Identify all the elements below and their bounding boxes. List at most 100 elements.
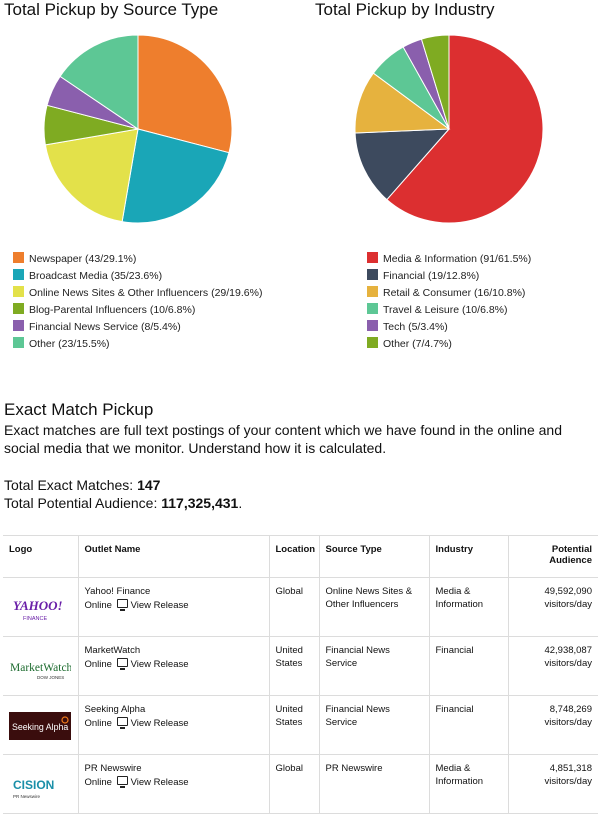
legend-label: Tech (5/3.4%) bbox=[383, 321, 448, 333]
logo-wordmark: CISION bbox=[13, 778, 54, 792]
logo-wordmark: Seeking Alpha bbox=[12, 722, 68, 732]
online-label: Online bbox=[84, 599, 112, 611]
pie-slice-newspaper bbox=[137, 34, 233, 154]
yahoo-finance-logo: YAHOO! FINANCE bbox=[13, 598, 63, 622]
legend-item: Retail & Consumer (16/10.8%) bbox=[367, 285, 531, 302]
legend-item: Tech (5/3.4%) bbox=[367, 319, 531, 336]
legend-item: Newspaper (43/29.1%) bbox=[13, 251, 262, 268]
view-release-link[interactable]: View Release bbox=[130, 658, 189, 670]
legend-item: Media & Information (91/61.5%) bbox=[367, 251, 531, 268]
location-cell: United States bbox=[268, 636, 320, 696]
total-audience-label: Total Potential Audience: bbox=[4, 495, 162, 511]
monitor-icon bbox=[116, 657, 128, 670]
table-row: MarketWatch DOW JONES MarketWatch Online… bbox=[3, 636, 598, 696]
view-release-link[interactable]: View Release bbox=[130, 717, 189, 729]
total-audience: Total Potential Audience: 117,325,431. bbox=[4, 494, 242, 512]
industry-cell: Media & Information bbox=[428, 577, 509, 637]
legend-label: Financial (19/12.8%) bbox=[383, 270, 480, 282]
legend-swatch bbox=[367, 303, 378, 314]
industry-legend: Media & Information (91/61.5%) Financial… bbox=[367, 251, 531, 353]
legend-swatch bbox=[13, 252, 24, 263]
legend-swatch bbox=[13, 286, 24, 297]
industry-cell: Media & Information bbox=[428, 754, 509, 814]
header-outlet: Outlet Name bbox=[77, 535, 270, 578]
table-header-row: Logo Outlet Name Location Source Type In… bbox=[3, 535, 598, 578]
source-type-legend: Newspaper (43/29.1%) Broadcast Media (35… bbox=[13, 251, 262, 353]
total-matches-value: 147 bbox=[137, 477, 161, 493]
legend-label: Blog-Parental Influencers (10/6.8%) bbox=[29, 304, 196, 316]
table-row: CISION PR Newswire PR Newswire Online Vi… bbox=[3, 754, 598, 814]
location-cell: Global bbox=[268, 577, 320, 637]
header-source-type: Source Type bbox=[318, 535, 430, 578]
logo-subtext: FINANCE bbox=[23, 616, 47, 622]
table-row: Seeking Alpha Seeking Alpha Online View … bbox=[3, 695, 598, 755]
legend-item: Broadcast Media (35/23.6%) bbox=[13, 268, 262, 285]
source-type-cell: Financial News Service bbox=[318, 636, 430, 696]
source-type-cell: Online News Sites & Other Influencers bbox=[318, 577, 430, 637]
header-industry: Industry bbox=[428, 535, 509, 578]
legend-swatch bbox=[13, 337, 24, 348]
legend-label: Media & Information (91/61.5%) bbox=[383, 253, 532, 265]
header-audience: Potential Audience bbox=[507, 535, 598, 578]
outlet-cell: Seeking Alpha Online View Release bbox=[77, 695, 270, 755]
legend-swatch bbox=[367, 320, 378, 331]
outlet-links: Online View Release bbox=[84, 598, 263, 613]
logo-wordmark: YAHOO! bbox=[13, 598, 63, 613]
legend-item: Other (23/15.5%) bbox=[13, 336, 262, 353]
header-logo: Logo bbox=[3, 535, 79, 578]
total-audience-value: 117,325,431 bbox=[161, 495, 239, 511]
section-description: Exact matches are full text postings of … bbox=[4, 422, 562, 456]
legend-label: Financial News Service (8/5.4%) bbox=[29, 321, 181, 333]
audience-cell: 8,748,269 visitors/day bbox=[507, 695, 598, 755]
audience-cell: 4,851,318 visitors/day bbox=[507, 754, 598, 814]
industry-cell: Financial bbox=[428, 695, 509, 755]
source-type-pie bbox=[43, 34, 233, 224]
logo-cell: YAHOO! FINANCE bbox=[3, 577, 79, 637]
legend-item: Blog-Parental Influencers (10/6.8%) bbox=[13, 302, 262, 319]
pie-slice-broadcast-media bbox=[121, 128, 230, 224]
legend-swatch bbox=[13, 320, 24, 331]
audience-cell: 49,592,090 visitors/day bbox=[507, 577, 598, 637]
pie-slice-other bbox=[420, 34, 450, 130]
outlet-cell: Yahoo! Finance Online View Release bbox=[77, 577, 270, 637]
online-label: Online bbox=[84, 717, 112, 729]
online-label: Online bbox=[84, 658, 112, 670]
monitor-icon bbox=[116, 598, 128, 611]
location-cell: Global bbox=[268, 754, 320, 814]
legend-label: Travel & Leisure (10/6.8%) bbox=[383, 304, 508, 316]
legend-swatch bbox=[367, 269, 378, 280]
cision-logo: CISION PR Newswire bbox=[13, 778, 54, 799]
location-cell: United States bbox=[268, 695, 320, 755]
logo-cell: Seeking Alpha bbox=[3, 695, 79, 755]
monitor-icon bbox=[116, 775, 128, 788]
pie-slice-media-information bbox=[386, 34, 544, 224]
legend-label: Broadcast Media (35/23.6%) bbox=[29, 270, 163, 282]
logo-cell: CISION PR Newswire bbox=[3, 754, 79, 814]
table-row: YAHOO! FINANCE Yahoo! Finance Online Vie… bbox=[3, 577, 598, 637]
online-label: Online bbox=[84, 776, 112, 788]
industry-cell: Financial bbox=[428, 636, 509, 696]
outlet-cell: MarketWatch Online View Release bbox=[77, 636, 270, 696]
total-matches-label: Total Exact Matches: bbox=[4, 477, 138, 493]
chart-title: Total Pickup by Source Type bbox=[4, 0, 219, 19]
chart-title: Total Pickup by Industry bbox=[315, 0, 495, 19]
monitor-icon bbox=[116, 716, 128, 729]
audience-cell: 42,938,087 visitors/day bbox=[507, 636, 598, 696]
outlet-links: Online View Release bbox=[84, 775, 263, 790]
legend-label: Other (23/15.5%) bbox=[29, 338, 110, 350]
outlet-name: Seeking Alpha bbox=[84, 704, 146, 715]
marketwatch-logo: MarketWatch DOW JONES bbox=[10, 662, 71, 680]
logo-wordmark: MarketWatch bbox=[10, 662, 71, 674]
legend-swatch bbox=[13, 303, 24, 314]
section-title: Exact Match Pickup bbox=[4, 400, 154, 419]
legend-label: Other (7/4.7%) bbox=[383, 338, 452, 350]
header-location: Location bbox=[268, 535, 320, 578]
view-release-link[interactable]: View Release bbox=[130, 599, 189, 611]
legend-item: Other (7/4.7%) bbox=[367, 336, 531, 353]
outlet-links: Online View Release bbox=[84, 657, 263, 672]
legend-label: Online News Sites & Other Influencers (2… bbox=[29, 287, 263, 299]
legend-item: Financial News Service (8/5.4%) bbox=[13, 319, 262, 336]
view-release-link[interactable]: View Release bbox=[130, 776, 189, 788]
industry-pie bbox=[354, 34, 544, 224]
legend-item: Financial (19/12.8%) bbox=[367, 268, 531, 285]
